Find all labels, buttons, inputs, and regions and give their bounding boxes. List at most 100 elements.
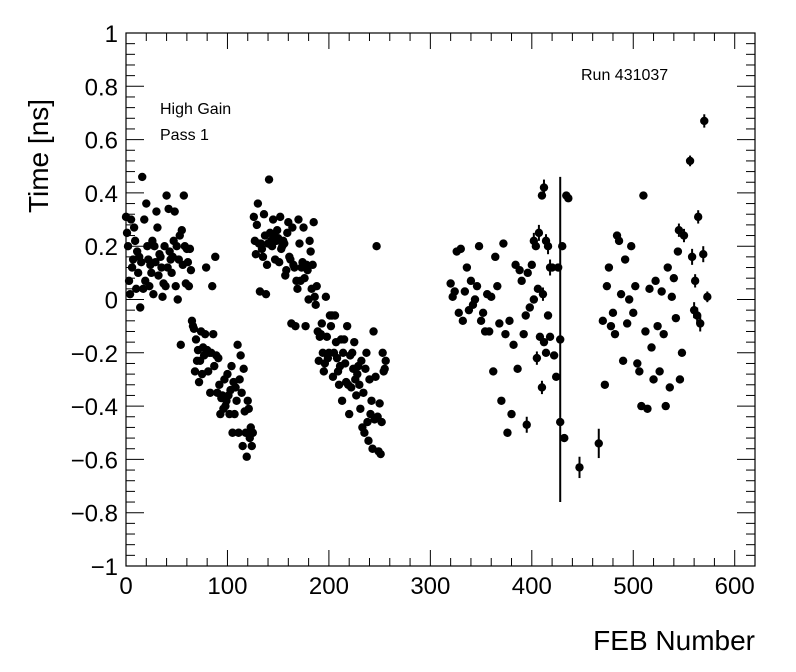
data-point	[635, 367, 644, 376]
data-point	[375, 399, 384, 408]
x-tick-label: 0	[119, 573, 132, 600]
data-point	[620, 255, 630, 264]
data-point	[679, 231, 689, 240]
data-point	[248, 428, 258, 437]
data-point	[527, 260, 537, 270]
y-axis-title: Time [ns]	[23, 99, 54, 213]
data-point	[487, 292, 496, 302]
data-point	[543, 311, 553, 320]
data-point	[543, 242, 553, 251]
data-point	[515, 265, 524, 275]
data-point	[357, 356, 366, 365]
data-point	[291, 321, 300, 331]
data-point	[171, 281, 180, 291]
data-point	[231, 383, 240, 392]
data-point	[534, 228, 544, 238]
data-point	[371, 372, 380, 381]
data-point	[454, 308, 463, 318]
data-point	[525, 303, 534, 312]
y-tick-label: −0.6	[71, 447, 118, 474]
data-point	[342, 321, 352, 331]
data-point	[173, 295, 182, 304]
data-point	[189, 324, 199, 334]
data-point	[233, 340, 242, 350]
x-tick-label: 300	[410, 573, 450, 600]
data-point	[230, 409, 239, 419]
data-point	[238, 441, 247, 451]
pass-annotation: Pass 1	[160, 127, 209, 144]
data-point	[643, 404, 652, 413]
data-point	[348, 348, 357, 357]
data-point	[330, 311, 340, 320]
data-point	[529, 295, 539, 304]
data-point	[318, 348, 328, 357]
data-point	[362, 348, 371, 357]
data-point	[655, 367, 664, 376]
data-point	[539, 337, 549, 347]
data-point	[696, 319, 705, 328]
data-point	[167, 268, 176, 278]
data-point	[653, 321, 662, 331]
data-point	[610, 329, 620, 339]
data-point	[519, 329, 528, 339]
data-point	[210, 361, 219, 371]
data-point	[639, 191, 648, 200]
data-point	[309, 218, 318, 227]
data-point	[179, 191, 189, 200]
data-point	[549, 351, 559, 360]
data-point	[513, 364, 522, 373]
data-point	[462, 263, 472, 272]
data-point	[359, 388, 368, 397]
data-point	[352, 391, 361, 400]
data-point	[242, 452, 251, 461]
data-point	[145, 281, 154, 291]
data-point	[677, 348, 687, 357]
data-point	[625, 295, 634, 304]
data-point	[160, 242, 169, 251]
data-point	[606, 321, 616, 331]
data-markers	[121, 114, 712, 503]
data-point	[157, 263, 166, 272]
data-point	[312, 281, 321, 291]
data-point	[288, 223, 297, 232]
data-point	[659, 329, 668, 339]
data-point	[657, 287, 666, 296]
gain-annotation: High Gain	[160, 101, 231, 118]
data-point	[215, 380, 224, 389]
data-point	[282, 265, 291, 275]
data-point	[499, 239, 508, 248]
data-point	[474, 242, 484, 251]
data-point	[618, 356, 628, 365]
data-point	[251, 249, 261, 259]
data-point	[162, 191, 171, 200]
data-point	[600, 380, 610, 389]
data-point	[450, 287, 459, 296]
data-point	[140, 215, 149, 224]
data-point	[170, 207, 179, 216]
data-point	[533, 284, 543, 294]
data-point	[154, 271, 163, 280]
data-point	[685, 156, 695, 166]
data-point	[300, 273, 309, 283]
data-point	[466, 276, 476, 286]
data-point	[361, 364, 370, 373]
data-point	[200, 329, 210, 339]
data-point	[633, 359, 642, 368]
data-point	[355, 380, 364, 389]
data-point	[252, 220, 262, 230]
data-point	[306, 247, 315, 256]
data-point	[470, 295, 480, 304]
data-point	[152, 207, 161, 216]
data-point	[258, 252, 268, 262]
axis-ticks	[125, 32, 755, 567]
data-point	[317, 319, 327, 328]
run-annotation: Run 431037	[581, 67, 668, 84]
data-point	[295, 239, 304, 248]
data-point	[614, 236, 624, 246]
data-point	[249, 212, 259, 222]
y-tick-label: −0.2	[71, 341, 118, 368]
data-point	[177, 226, 186, 235]
data-point	[290, 263, 299, 272]
data-point	[261, 289, 271, 299]
data-point	[604, 263, 614, 272]
